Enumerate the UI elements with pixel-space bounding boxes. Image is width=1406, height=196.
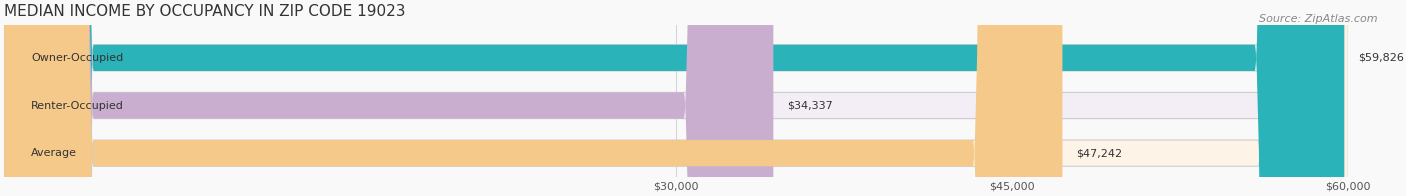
FancyBboxPatch shape [4, 0, 1348, 196]
Text: Average: Average [31, 148, 77, 158]
Text: $34,337: $34,337 [787, 101, 832, 111]
FancyBboxPatch shape [4, 0, 1348, 196]
Text: Owner-Occupied: Owner-Occupied [31, 53, 124, 63]
Text: MEDIAN INCOME BY OCCUPANCY IN ZIP CODE 19023: MEDIAN INCOME BY OCCUPANCY IN ZIP CODE 1… [4, 4, 406, 19]
Text: Renter-Occupied: Renter-Occupied [31, 101, 124, 111]
Text: $47,242: $47,242 [1076, 148, 1122, 158]
Text: $59,826: $59,826 [1358, 53, 1403, 63]
Text: Source: ZipAtlas.com: Source: ZipAtlas.com [1260, 14, 1378, 24]
FancyBboxPatch shape [4, 0, 1348, 196]
FancyBboxPatch shape [4, 0, 773, 196]
FancyBboxPatch shape [4, 0, 1344, 196]
FancyBboxPatch shape [4, 0, 1063, 196]
